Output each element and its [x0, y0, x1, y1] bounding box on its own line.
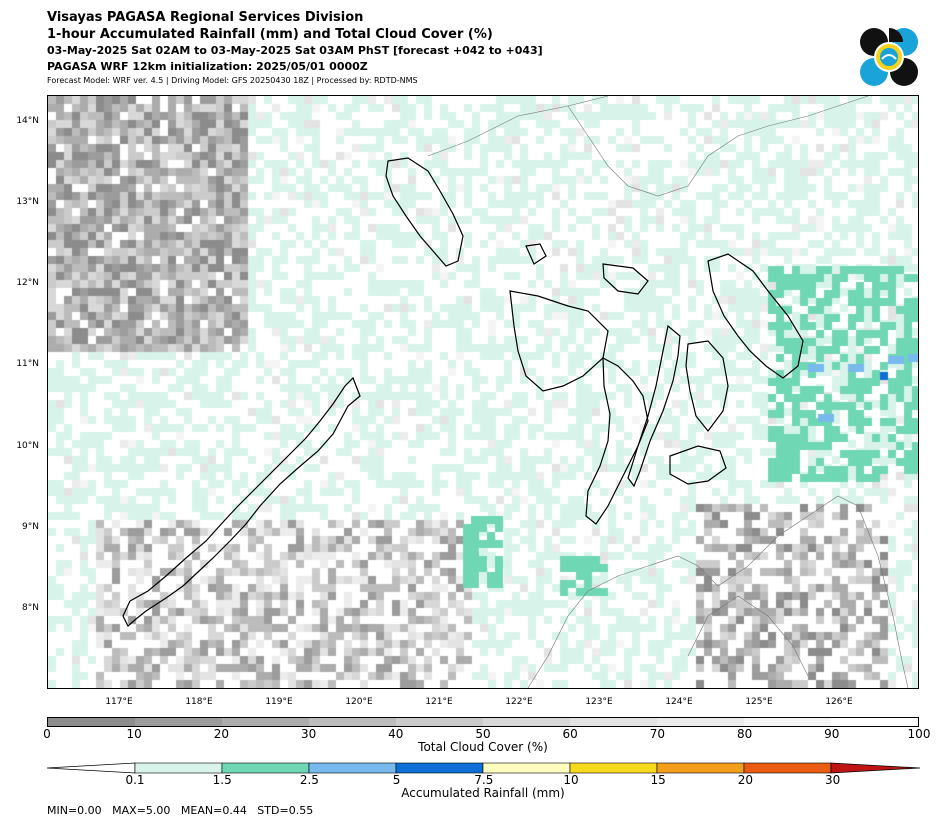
title-division: Visayas PAGASA Regional Services Divisio…	[47, 10, 364, 25]
longitude-label: 124°E	[665, 697, 693, 707]
cloud-cover-tick: 80	[736, 727, 753, 741]
cloud-cover-tick: 30	[300, 727, 317, 741]
latitude-label: 10°N	[16, 441, 39, 451]
rainfall-swatch	[569, 762, 658, 774]
cloud-cover-swatch	[744, 718, 831, 726]
latitude-label: 13°N	[16, 197, 39, 207]
longitude-label: 123°E	[585, 697, 613, 707]
cloud-cover-colorbar	[47, 717, 919, 727]
longitude-label: 118°E	[185, 697, 213, 707]
cloud-cover-tick: 70	[649, 727, 666, 741]
cloud-cover-swatch	[831, 718, 918, 726]
longitude-label: 121°E	[425, 697, 453, 707]
rainfall-tick: 5	[392, 773, 401, 787]
rainfall-swatch	[221, 762, 310, 774]
title-initialization: PAGASA WRF 12km initialization: 2025/05/…	[47, 60, 368, 73]
cloud-cover-swatch	[48, 718, 135, 726]
rainfall-tick: 30	[824, 773, 841, 787]
rainfall-swatch	[656, 762, 745, 774]
rainfall-tick: 15	[650, 773, 666, 787]
rainfall-swatch	[134, 762, 223, 774]
pagasa-logo	[860, 28, 918, 86]
cloud-cover-swatch	[396, 718, 483, 726]
rainfall-colorbar	[46, 762, 921, 774]
longitude-label: 125°E	[745, 697, 773, 707]
cloud-cover-swatch	[657, 718, 744, 726]
rainfall-legend-title: Accumulated Rainfall (mm)	[401, 786, 565, 800]
cloud-cover-swatch	[309, 718, 396, 726]
rainfall-cloud-map	[47, 95, 919, 689]
statistics-text: MIN=0.00 MAX=5.00 MEAN=0.44 STD=0.55	[47, 804, 314, 817]
rainfall-swatch	[308, 762, 397, 774]
rainfall-tick: 20	[737, 773, 754, 787]
cloud-cover-tick: 0	[43, 727, 51, 741]
rainfall-swatch	[482, 762, 571, 774]
rainfall-lower-extension	[46, 762, 136, 774]
latitude-label: 11°N	[16, 359, 39, 369]
latitude-label: 12°N	[16, 278, 39, 288]
latitude-label: 9°N	[22, 522, 39, 532]
cloud-cover-tick: 60	[562, 727, 578, 741]
rainfall-swatch	[395, 762, 484, 774]
rainfall-upper-extension	[830, 762, 921, 774]
rainfall-tick: 0.1	[125, 773, 145, 787]
cloud-cover-tick: 10	[126, 727, 142, 741]
longitude-label: 119°E	[265, 697, 293, 707]
cloud-cover-swatch	[222, 718, 309, 726]
cloud-cover-tick: 90	[824, 727, 840, 741]
rainfall-tick: 2.5	[299, 773, 319, 787]
longitude-label: 120°E	[345, 697, 373, 707]
rainfall-tick: 1.5	[212, 773, 232, 787]
coastlines	[122, 96, 909, 688]
latitude-label: 8°N	[22, 603, 39, 613]
title-model-info: Forecast Model: WRF ver. 4.5 | Driving M…	[47, 76, 418, 85]
cloud-cover-swatch	[135, 718, 222, 726]
longitude-label: 122°E	[505, 697, 533, 707]
cloud-cover-swatch	[483, 718, 570, 726]
title-product: 1-hour Accumulated Rainfall (mm) and Tot…	[47, 27, 493, 42]
cloud-cover-tick: 40	[388, 727, 404, 741]
cloud-rain-field	[48, 96, 918, 688]
cloud-cover-tick: 100	[907, 727, 931, 741]
rainfall-tick: 10	[563, 773, 579, 787]
longitude-label: 126°E	[825, 697, 853, 707]
cloud-cover-tick: 20	[213, 727, 230, 741]
longitude-label: 117°E	[105, 697, 133, 707]
rainfall-tick: 7.5	[474, 773, 494, 787]
title-valid-time: 03-May-2025 Sat 02AM to 03-May-2025 Sat …	[47, 44, 543, 57]
rainfall-swatch	[743, 762, 832, 774]
cloud-cover-legend-title: Total Cloud Cover (%)	[418, 740, 548, 754]
cloud-cover-tick: 50	[475, 727, 491, 741]
latitude-label: 14°N	[16, 116, 39, 126]
cloud-cover-swatch	[570, 718, 657, 726]
